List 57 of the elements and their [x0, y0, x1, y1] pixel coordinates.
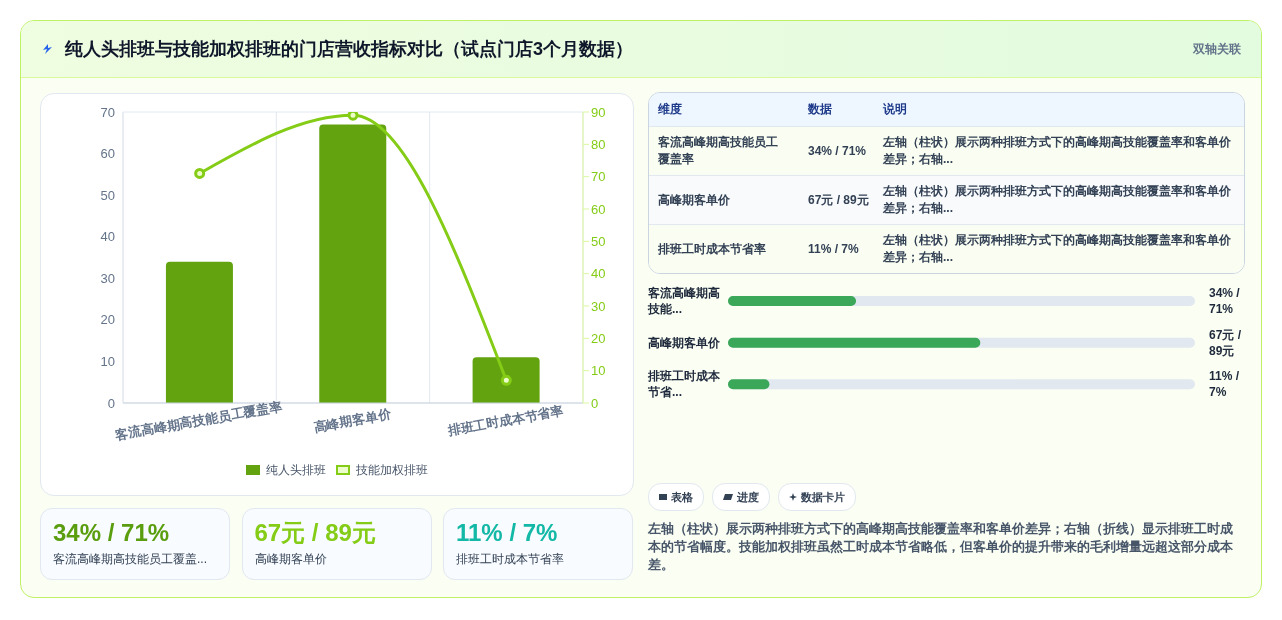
y2-tick-label: 10: [591, 363, 606, 379]
y-tick-label: 高峰期客单价: [648, 335, 721, 350]
y2-tick-label: 60: [591, 201, 606, 217]
point: [194, 167, 206, 179]
y2-tick-label: 80: [591, 136, 606, 152]
y-tick-label: 排班工时成本节省...: [647, 369, 721, 400]
text: 排班工时成本节省率: [456, 551, 565, 568]
x-tick-label: 排班工时成本节省率: [445, 403, 565, 439]
y2-tick-label: 50: [591, 233, 606, 249]
y-tick-label: 40: [100, 229, 115, 245]
data-label: 34% / 71%: [1209, 285, 1241, 316]
text: 34% / 71%: [53, 519, 171, 547]
text: 11% / 7%: [808, 240, 860, 258]
text: 排班工时成本节省率: [658, 240, 767, 258]
text: 双轴关联: [1193, 40, 1241, 58]
y-tick-label: 客流高峰期高技能...: [647, 285, 720, 316]
text: 纯人头排班与技能加权排班的门店营收指标对比（试点门店3个月数据）: [65, 38, 634, 61]
text: 11% / 7%: [456, 519, 559, 547]
text: 左轴（柱状）展示两种排班方式下的高峰期高技能覆盖率和客单价差异；右轴...: [883, 134, 1232, 168]
text: 左轴（柱状）展示两种排班方式下的高峰期高技能覆盖率和客单价差异；右轴（折线）显示排班工时成本的节省幅度。技能加权排班虽然工时成本节省略低，但客单价的提升带来的毛利增量远超这部分成本差。: [648, 520, 1234, 574]
text: 数据卡片: [778, 483, 856, 511]
text: 左轴（柱状）展示两种排班方式下的高峰期高技能覆盖率和客单价差异；右轴...: [883, 232, 1232, 266]
data-label: 67元 / 89元: [1209, 327, 1242, 358]
point: [347, 112, 359, 121]
text: 说明: [883, 101, 908, 118]
y2-tick-label: 0: [591, 395, 599, 411]
y-tick-label: 10: [100, 354, 115, 370]
x-tick-label: 高峰期客单价: [312, 406, 393, 435]
y-tick-label: 60: [100, 146, 115, 162]
bar: [319, 124, 387, 403]
text: 进度: [712, 483, 770, 511]
data-label: 11% / 7%: [1209, 369, 1240, 400]
bar: [165, 261, 233, 403]
y2-tick-label: 90: [591, 104, 606, 120]
legend-label: 纯人头排班: [265, 461, 326, 479]
y2-tick-label: 30: [591, 298, 606, 314]
point: [500, 374, 512, 386]
text: 维度: [658, 101, 683, 118]
y-tick-label: 20: [100, 312, 115, 328]
legend-label: 技能加权排班: [355, 461, 428, 479]
text: 客流高峰期高技能员工覆盖率: [658, 134, 779, 168]
y-tick-label: 0: [107, 395, 115, 411]
text: 67元 / 89元: [808, 191, 870, 209]
y2-tick-label: 40: [591, 266, 606, 282]
text: 34% / 71%: [808, 142, 868, 160]
text: 高峰期客单价: [254, 551, 328, 568]
text: 左轴（柱状）展示两种排班方式下的高峰期高技能覆盖率和客单价差异；右轴...: [883, 183, 1232, 217]
text: 表格: [648, 483, 704, 511]
y-tick-label: 30: [100, 270, 115, 286]
bar: [472, 357, 540, 403]
text: 客流高峰期高技能员工覆盖...: [53, 551, 208, 568]
y2-tick-label: 20: [591, 330, 606, 346]
y2-tick-label: 70: [591, 169, 606, 185]
text: 67元 / 89元: [254, 519, 377, 547]
y-tick-label: 50: [100, 187, 115, 203]
text: 数据: [808, 101, 833, 118]
y-tick-label: 70: [100, 104, 115, 120]
